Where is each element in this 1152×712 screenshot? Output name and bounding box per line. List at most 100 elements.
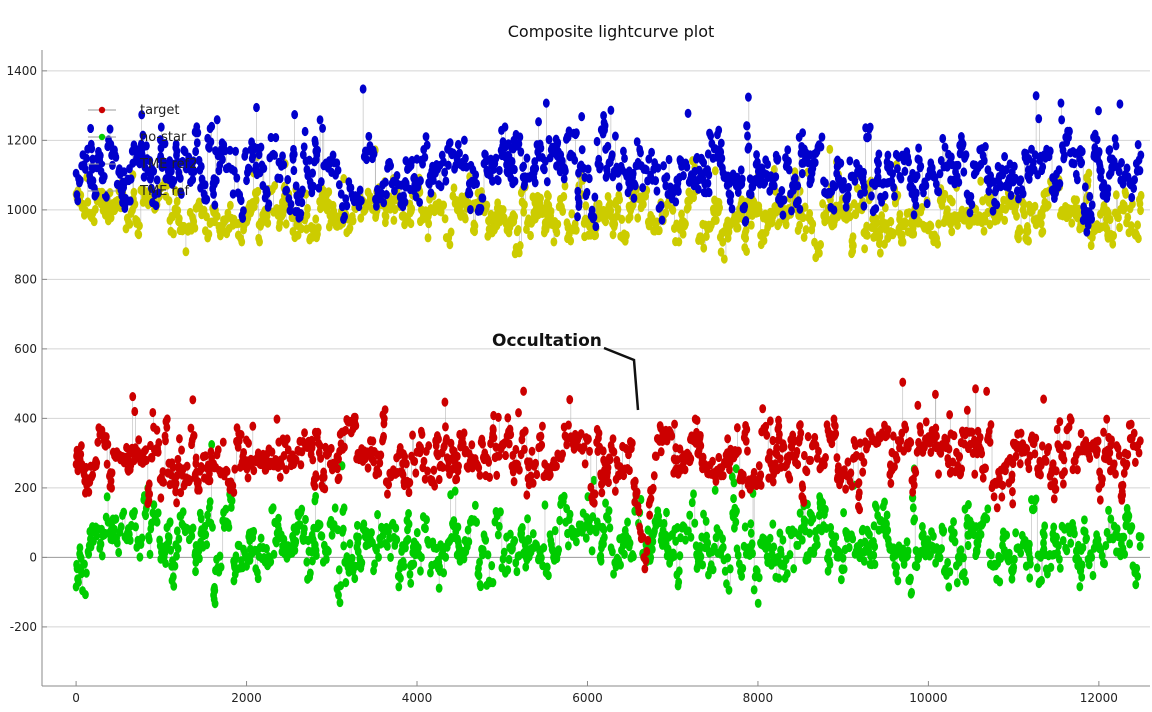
data-point xyxy=(928,221,935,230)
data-point xyxy=(826,145,833,154)
data-point xyxy=(112,153,119,162)
data-point xyxy=(861,244,868,253)
data-point xyxy=(968,200,975,209)
data-point xyxy=(601,533,608,542)
data-point xyxy=(660,161,667,170)
data-point xyxy=(589,546,596,555)
data-point xyxy=(704,538,711,547)
data-point xyxy=(340,525,347,534)
data-point xyxy=(671,552,678,561)
data-point xyxy=(226,523,233,532)
data-point xyxy=(312,492,319,501)
data-point xyxy=(1089,200,1096,209)
data-point xyxy=(1074,175,1081,184)
data-point xyxy=(455,140,462,149)
data-point xyxy=(387,161,394,170)
data-point xyxy=(509,157,516,166)
data-point xyxy=(208,122,215,131)
data-point xyxy=(592,222,599,231)
data-point xyxy=(319,124,326,133)
data-point xyxy=(576,198,583,207)
data-point xyxy=(214,212,221,221)
data-point xyxy=(968,192,975,201)
data-point xyxy=(703,517,710,526)
data-point xyxy=(113,514,120,523)
data-point xyxy=(981,226,988,235)
data-point xyxy=(1039,162,1046,171)
data-point xyxy=(924,199,931,208)
data-point xyxy=(845,191,852,200)
data-point xyxy=(147,550,154,559)
data-point xyxy=(670,206,677,215)
data-point xyxy=(840,554,847,563)
data-point xyxy=(177,174,184,183)
data-point xyxy=(745,93,752,102)
data-point xyxy=(850,232,857,241)
data-point xyxy=(676,551,683,560)
data-point xyxy=(707,131,714,140)
data-point xyxy=(445,161,452,170)
data-point xyxy=(104,492,111,501)
data-point xyxy=(691,519,698,528)
data-point xyxy=(1137,166,1144,175)
data-point xyxy=(517,241,524,250)
data-point xyxy=(232,147,239,156)
data-point xyxy=(137,553,144,562)
data-point xyxy=(530,529,537,538)
data-point xyxy=(368,528,375,537)
data-point xyxy=(865,132,872,141)
data-point xyxy=(465,537,472,546)
data-point xyxy=(658,201,665,210)
data-point xyxy=(233,173,240,182)
data-point xyxy=(290,166,297,175)
data-point xyxy=(1001,216,1008,225)
data-point xyxy=(952,537,959,546)
data-point xyxy=(279,151,286,160)
data-point xyxy=(832,532,839,541)
data-point xyxy=(336,180,343,189)
data-point xyxy=(218,562,225,571)
data-point xyxy=(778,186,785,195)
data-point xyxy=(846,156,853,165)
data-point xyxy=(173,147,180,156)
data-point xyxy=(383,190,390,199)
data-point xyxy=(466,189,473,198)
data-point xyxy=(1088,215,1095,224)
data-point xyxy=(98,540,105,549)
data-point xyxy=(318,177,325,186)
data-point xyxy=(739,175,746,184)
data-point xyxy=(392,523,399,532)
data-point xyxy=(1001,152,1008,161)
data-point xyxy=(243,176,250,185)
data-point xyxy=(358,196,365,205)
data-point xyxy=(923,181,930,190)
data-point xyxy=(1128,193,1135,202)
data-point xyxy=(1082,182,1089,191)
data-point xyxy=(155,508,162,517)
data-point xyxy=(958,545,965,554)
data-point xyxy=(861,202,868,211)
data-point xyxy=(271,151,278,160)
data-point xyxy=(493,154,500,163)
data-point xyxy=(738,165,745,174)
data-point xyxy=(565,541,572,550)
data-point xyxy=(937,553,944,562)
data-point xyxy=(1008,191,1015,200)
data-point xyxy=(192,147,199,156)
data-point xyxy=(299,185,306,194)
data-point xyxy=(721,254,728,263)
data-point xyxy=(107,124,114,133)
data-point xyxy=(342,578,349,587)
data-point xyxy=(749,539,756,548)
data-point xyxy=(573,537,580,546)
data-point xyxy=(317,520,324,529)
data-point xyxy=(597,162,604,171)
data-point xyxy=(442,553,449,562)
data-point xyxy=(618,215,625,224)
data-point xyxy=(630,552,637,561)
data-point xyxy=(606,506,613,515)
data-point xyxy=(520,162,527,171)
data-point xyxy=(198,162,205,171)
data-point xyxy=(607,106,614,115)
data-point xyxy=(846,543,853,552)
